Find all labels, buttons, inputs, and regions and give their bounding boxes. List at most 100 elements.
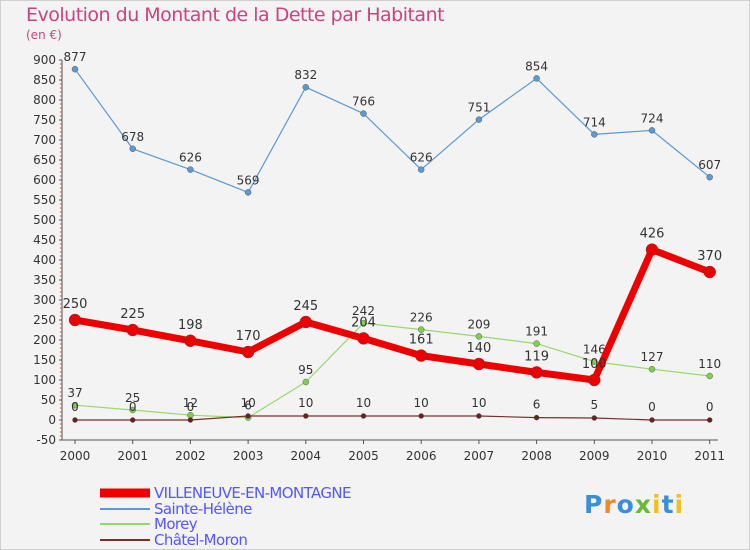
y-tick-label: 850 <box>33 73 56 87</box>
data-label-ch-tel-moron: 0 <box>71 400 79 414</box>
logo-letter: P <box>584 490 604 519</box>
data-label-villeneuve-en-montagne: 250 <box>63 297 88 312</box>
data-label-villeneuve-en-montagne: 225 <box>120 307 145 322</box>
data-label-villeneuve-en-montagne: 170 <box>236 329 261 344</box>
data-label-ch-tel-moron: 10 <box>414 396 429 410</box>
y-tick-label: 600 <box>33 173 56 187</box>
y-tick-label: 500 <box>33 213 56 227</box>
y-tick-label: 750 <box>33 113 56 127</box>
data-point-ch-tel-moron <box>187 417 194 423</box>
data-label-villeneuve-en-montagne: 426 <box>640 227 665 242</box>
data-label-villeneuve-en-montagne: 140 <box>466 341 491 356</box>
data-label-ch-tel-moron: 10 <box>471 396 486 410</box>
data-label-ch-tel-moron: 6 <box>533 398 541 412</box>
data-point-ch-tel-moron <box>418 413 424 419</box>
data-label-sainte-h-l-ne: 751 <box>467 101 490 115</box>
data-point-sainte-h-l-ne <box>71 65 79 73</box>
data-label-morey: 226 <box>410 311 433 325</box>
data-point-morey <box>475 333 483 340</box>
logo-letter: t <box>661 490 675 519</box>
data-label-villeneuve-en-montagne: 161 <box>409 333 434 348</box>
data-point-morey <box>360 320 367 327</box>
data-point-ch-tel-moron <box>245 413 251 419</box>
y-tick-label: 50 <box>41 393 56 407</box>
data-point-sainte-h-l-ne <box>418 166 425 173</box>
data-point-villeneuve-en-montagne <box>472 357 486 371</box>
data-label-sainte-h-l-ne: 714 <box>583 115 606 129</box>
data-label-sainte-h-l-ne: 854 <box>525 59 548 73</box>
data-label-ch-tel-moron: 10 <box>356 396 371 410</box>
data-label-morey: 6 <box>244 399 252 413</box>
data-point-villeneuve-en-montagne <box>703 265 716 279</box>
data-label-ch-tel-moron: 5 <box>590 398 598 412</box>
data-point-villeneuve-en-montagne <box>241 345 255 359</box>
data-point-sainte-h-l-ne <box>302 83 309 91</box>
data-point-morey <box>706 372 713 380</box>
logo-letter: i <box>674 490 685 519</box>
data-point-ch-tel-moron <box>591 415 597 421</box>
chart-title: Evolution du Montant de la Dette par Hab… <box>26 4 445 26</box>
proxiti-logo: Proxiti <box>584 490 684 519</box>
data-label-sainte-h-l-ne: 877 <box>64 50 87 64</box>
x-tick-label: 2009 <box>579 449 610 463</box>
x-tick-label: 2000 <box>60 449 91 463</box>
y-tick-label: 100 <box>33 373 56 387</box>
data-label-morey: 25 <box>125 391 140 405</box>
data-point-sainte-h-l-ne <box>187 166 194 173</box>
data-label-morey: 127 <box>641 350 664 364</box>
x-tick-label: 2006 <box>406 449 437 463</box>
data-label-morey: 110 <box>698 357 721 371</box>
series-line-villeneuve-en-montagne <box>74 246 711 384</box>
data-label-sainte-h-l-ne: 607 <box>698 158 721 172</box>
y-tick-label: 150 <box>33 353 56 367</box>
data-label-sainte-h-l-ne: 626 <box>410 151 433 165</box>
y-tick-label: 800 <box>33 93 56 107</box>
data-label-ch-tel-moron: 0 <box>187 400 195 414</box>
data-point-ch-tel-moron <box>129 417 136 423</box>
data-point-ch-tel-moron <box>476 413 482 419</box>
data-label-morey: 242 <box>352 304 375 318</box>
y-tick-label: -50 <box>36 433 56 447</box>
data-point-morey <box>129 406 136 414</box>
data-point-ch-tel-moron <box>303 413 309 419</box>
data-label-morey: 37 <box>67 386 82 400</box>
data-point-morey <box>533 340 540 347</box>
data-label-ch-tel-moron: 10 <box>298 396 313 410</box>
data-point-morey <box>302 378 309 386</box>
legend-label-ch-tel-moron: Châtel-Moron <box>154 531 247 549</box>
data-label-villeneuve-en-montagne: 245 <box>293 299 318 314</box>
y-tick-label: 450 <box>33 233 56 247</box>
legend-label-morey: Morey <box>154 515 198 533</box>
data-point-morey <box>591 358 598 365</box>
logo-letter: r <box>603 490 617 519</box>
data-point-ch-tel-moron <box>72 417 78 423</box>
x-tick-label: 2005 <box>348 449 379 463</box>
data-label-ch-tel-moron: 0 <box>129 400 137 414</box>
data-label-villeneuve-en-montagne: 100 <box>582 357 607 372</box>
data-point-villeneuve-en-montagne <box>357 332 370 345</box>
data-point-villeneuve-en-montagne <box>530 366 543 379</box>
x-tick-label: 2002 <box>175 449 206 463</box>
logo-letter: x <box>634 490 652 519</box>
y-tick-label: 0 <box>48 413 56 427</box>
data-point-ch-tel-moron <box>649 417 655 423</box>
data-label-morey: 191 <box>525 325 548 339</box>
data-point-villeneuve-en-montagne <box>415 349 428 362</box>
x-tick-label: 2008 <box>521 449 552 463</box>
data-label-sainte-h-l-ne: 678 <box>121 130 144 144</box>
x-tick-label: 2003 <box>233 449 264 463</box>
x-tick-label: 2004 <box>291 449 322 463</box>
series-line-ch-tel-moron <box>75 415 710 421</box>
data-label-sainte-h-l-ne: 832 <box>294 68 317 82</box>
data-point-villeneuve-en-montagne <box>588 373 601 387</box>
data-point-sainte-h-l-ne <box>648 127 656 134</box>
data-label-morey: 209 <box>467 317 490 331</box>
data-point-morey <box>648 366 656 373</box>
data-point-sainte-h-l-ne <box>244 189 252 196</box>
x-tick-label: 2007 <box>464 449 495 463</box>
x-tick-label: 2010 <box>637 449 668 463</box>
data-point-sainte-h-l-ne <box>706 173 713 181</box>
y-tick-label: 300 <box>33 293 56 307</box>
y-tick-label: 400 <box>33 253 56 267</box>
